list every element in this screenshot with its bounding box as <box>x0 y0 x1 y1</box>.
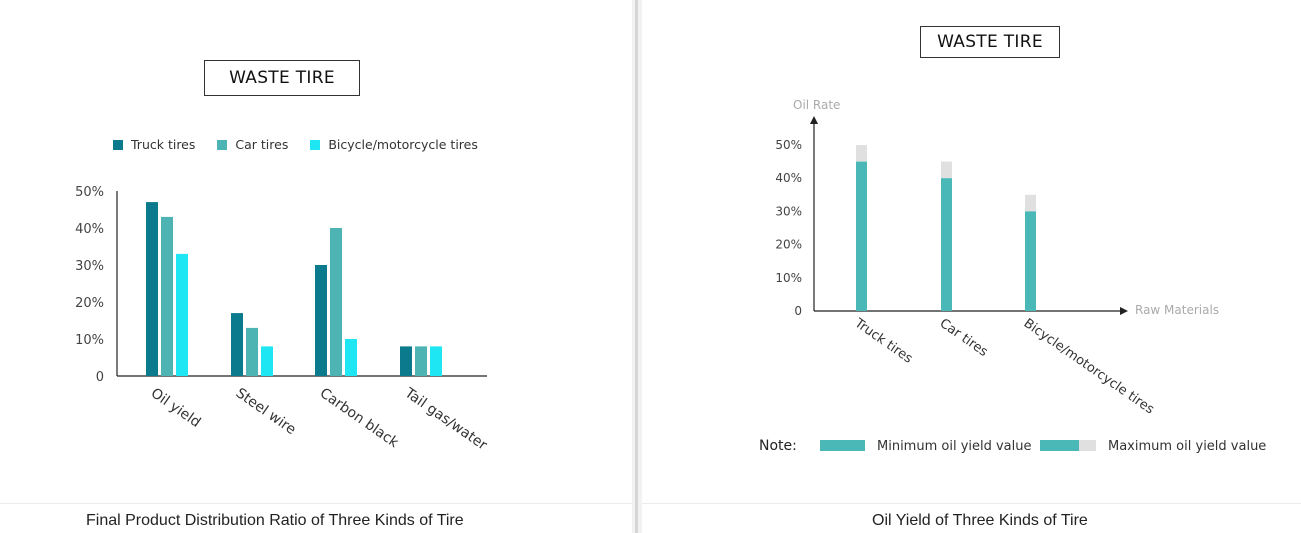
bar <box>146 202 158 376</box>
bar-max <box>1025 194 1036 212</box>
y-tick-label: 30% <box>75 259 104 274</box>
y-axis-arrow <box>810 116 818 124</box>
legend-swatch-bicycle <box>310 139 321 150</box>
bar <box>315 265 327 376</box>
bar <box>176 253 188 376</box>
legend-swatch-max <box>1040 440 1096 451</box>
bar <box>231 313 243 376</box>
legend-label-car: Car tires <box>235 137 289 152</box>
bar-min <box>941 178 952 311</box>
bar-min <box>856 161 867 311</box>
left-legend: Truck tires Car tires Bicycle/motorcycle… <box>113 137 500 152</box>
y-axis-label: Oil Rate <box>793 98 840 112</box>
y-tick-label: 0 <box>96 370 104 385</box>
left-chart-title: WASTE TIRE <box>204 60 360 96</box>
legend-label-truck: Truck tires <box>131 137 196 152</box>
bar <box>430 346 442 376</box>
legend-swatch-min <box>820 440 865 451</box>
right-chart-panel: WASTE TIRE Oil Rate Raw Materials 0 10% 20% 3… <box>642 0 1301 533</box>
legend-label-min: Minimum oil yield value <box>877 439 1032 454</box>
legend-item-car: Car tires <box>217 137 288 152</box>
bar <box>415 346 427 376</box>
x-axis-label: Raw Materials <box>1135 303 1219 317</box>
legend-label-max: Maximum oil yield value <box>1108 439 1267 454</box>
legend-item-bicycle: Bicycle/motorcycle tires <box>310 137 478 152</box>
bar <box>261 346 273 376</box>
x-axis-arrow <box>1120 307 1128 315</box>
y-tick-label: 30% <box>775 204 802 218</box>
right-chart-title: WASTE TIRE <box>920 26 1060 58</box>
y-tick-label: 50% <box>775 138 802 152</box>
bar <box>400 346 412 376</box>
right-caption-divider <box>642 503 1301 504</box>
x-tick-label: Truck tires <box>851 315 915 366</box>
left-caption: Final Product Distribution Ratio of Thre… <box>86 512 464 529</box>
y-tick-label: 0 <box>794 304 802 318</box>
right-caption: Oil Yield of Three Kinds of Tire <box>872 512 1088 529</box>
y-tick-label: 20% <box>775 238 802 252</box>
bar <box>345 339 357 376</box>
x-tick-label: Bicycle/motorcycle tires <box>1021 316 1157 418</box>
x-tick-label: Tail gas/water <box>401 385 490 454</box>
x-tick-label: Steel wire <box>233 385 299 438</box>
bar <box>246 327 258 376</box>
y-tick-label: 10% <box>75 333 104 348</box>
y-tick-label: 40% <box>75 222 104 237</box>
legend-swatch-car <box>217 139 228 150</box>
legend-swatch-truck <box>113 139 123 150</box>
bar <box>330 228 342 376</box>
bar <box>161 216 173 376</box>
bar-max <box>856 145 867 162</box>
x-tick-label: Oil yield <box>148 385 204 431</box>
legend-item-truck: Truck tires <box>113 137 195 152</box>
panel-divider <box>632 0 642 533</box>
left-chart-panel: WASTE TIRE Truck tires Car tires Bicycle… <box>0 0 632 533</box>
note-label: Note: <box>759 438 797 454</box>
bar-max <box>941 161 952 179</box>
oil-yield-chart: Oil Rate Raw Materials 0 10% 20% 30% 40% 50% Tru… <box>775 98 1219 418</box>
y-tick-label: 50% <box>75 185 104 200</box>
x-tick-label: Carbon black <box>317 385 402 451</box>
left-caption-divider <box>0 503 632 504</box>
legend-label-bicycle: Bicycle/motorcycle tires <box>328 137 478 152</box>
y-tick-label: 10% <box>775 271 802 285</box>
y-tick-label: 40% <box>775 171 802 185</box>
y-tick-label: 20% <box>75 296 104 311</box>
bar-min <box>1025 211 1036 311</box>
x-tick-label: Car tires <box>937 316 991 360</box>
product-distribution-chart: 0 10% 20% 30% 40% 50% Oil yield Steel wire Carbo… <box>75 185 490 454</box>
